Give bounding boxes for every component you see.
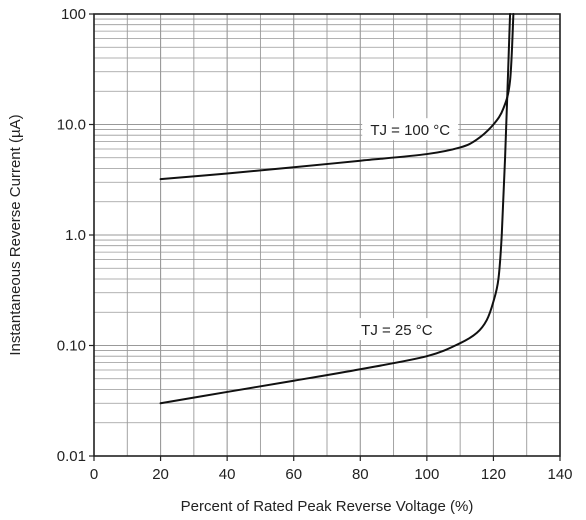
y-tick-label: 100 bbox=[61, 6, 86, 23]
x-tick-label: 40 bbox=[219, 466, 236, 483]
x-tick-label: 20 bbox=[152, 466, 169, 483]
curve-labels: TJ = 100 °C TJ = 25 °C bbox=[348, 118, 459, 341]
y-tick-label: 10.0 bbox=[57, 117, 86, 134]
x-tick-label: 80 bbox=[352, 466, 369, 483]
y-tick-label: 0.10 bbox=[57, 338, 86, 355]
tick-labels: 0 20 40 60 80 100 120 140 0.01 0.10 1.0 10.0 100 bbox=[57, 6, 573, 483]
curve-label-bg bbox=[348, 318, 445, 341]
y-axis-title: Instantaneous Reverse Current (µA) bbox=[7, 114, 24, 355]
y-tick-label: 1.0 bbox=[65, 227, 86, 244]
series-line-tj-100c bbox=[159, 13, 515, 181]
x-tick-label: 120 bbox=[481, 466, 506, 483]
x-tick-label: 100 bbox=[414, 466, 439, 483]
curve-label-bg bbox=[362, 118, 459, 141]
x-tick-label: 60 bbox=[285, 466, 302, 483]
curve-label-tj-100c: TJ = 100 °C bbox=[370, 122, 450, 139]
x-axis-title: Percent of Rated Peak Reverse Voltage (%… bbox=[181, 498, 474, 515]
grid-layer bbox=[93, 14, 561, 457]
x-tick-label: 140 bbox=[547, 466, 572, 483]
series-line-tj-25c bbox=[159, 13, 512, 405]
x-tick-label: 0 bbox=[90, 466, 98, 483]
y-tick-label: 0.01 bbox=[57, 448, 86, 465]
curve-label-tj-25c: TJ = 25 °C bbox=[361, 322, 433, 339]
series-layer bbox=[159, 13, 515, 405]
plot-frame bbox=[89, 13, 561, 461]
